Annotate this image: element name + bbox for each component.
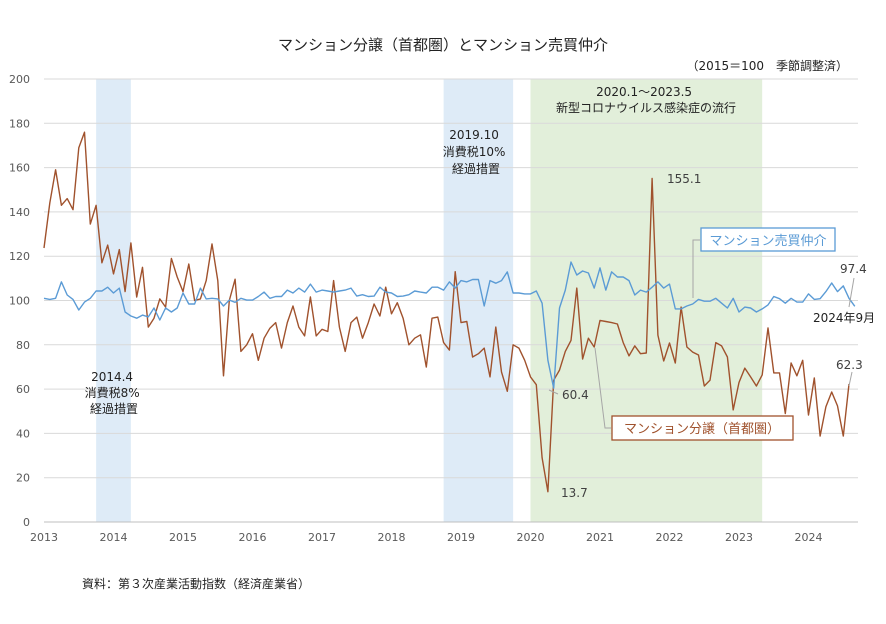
y-tick-label: 200 xyxy=(9,73,30,86)
y-tick-label: 80 xyxy=(16,339,30,352)
series-line-condo xyxy=(43,131,850,493)
label-broker-last: 97.4 xyxy=(840,262,867,276)
chart-subtitle: （2015＝100 季節調整済） xyxy=(687,58,848,73)
x-tick-label: 2022 xyxy=(656,531,684,544)
y-tick-label: 0 xyxy=(23,516,30,529)
source-note: 資料：第３次産業活動指数（経済産業省） xyxy=(82,576,310,591)
y-tick-label: 180 xyxy=(9,117,30,130)
legend-condo: マンション分譲（首都圏） xyxy=(611,415,794,441)
y-tick-label: 160 xyxy=(9,162,30,175)
legend-broker-label: マンション売買仲介 xyxy=(709,233,826,249)
y-tick-label: 60 xyxy=(16,383,30,396)
x-tick-label: 2013 xyxy=(30,531,58,544)
annotation-2019: 2019.10 消費税10% 経過措置 xyxy=(443,128,510,176)
label-condo-last: 62.3 xyxy=(836,358,863,372)
x-tick-label: 2017 xyxy=(308,531,336,544)
label-broker-min: 60.4 xyxy=(562,388,589,402)
label-condo-min: 13.7 xyxy=(561,486,588,500)
label-peak: 155.1 xyxy=(667,172,701,186)
x-tick-label: 2018 xyxy=(378,531,406,544)
label-last-period: 2024年9月 xyxy=(813,311,875,325)
leader-line-last-condo xyxy=(848,371,853,387)
x-tick-label: 2023 xyxy=(725,531,753,544)
y-tick-label: 40 xyxy=(16,427,30,440)
x-tick-label: 2015 xyxy=(169,531,197,544)
chart-title: マンション分譲（首都圏）とマンション売買仲介 xyxy=(278,36,608,54)
series-line-broker xyxy=(43,261,856,389)
x-tick-label: 2014 xyxy=(100,531,128,544)
leader-line-min xyxy=(548,389,559,395)
y-tick-label: 120 xyxy=(9,250,30,263)
leader-line-broker xyxy=(692,239,700,298)
leader-line-last-broker xyxy=(848,277,855,308)
x-tick-label: 2024 xyxy=(795,531,823,544)
y-tick-label: 140 xyxy=(9,206,30,219)
x-tick-label: 2021 xyxy=(586,531,614,544)
annotation-2014: 2014.4 消費税8% 経過措置 xyxy=(85,370,144,416)
x-tick-label: 2019 xyxy=(447,531,475,544)
leader-line-condo xyxy=(594,347,611,429)
y-tick-label: 100 xyxy=(9,295,30,308)
annotation-covid: 2020.1～2023.5 新型コロナウイルス感染症の流行 xyxy=(556,85,736,115)
legend-condo-label: マンション分譲（首都圏） xyxy=(624,421,780,437)
x-tick-label: 2016 xyxy=(239,531,267,544)
y-tick-label: 20 xyxy=(16,472,30,485)
x-tick-label: 2020 xyxy=(517,531,545,544)
legend-broker: マンション売買仲介 xyxy=(700,227,836,252)
